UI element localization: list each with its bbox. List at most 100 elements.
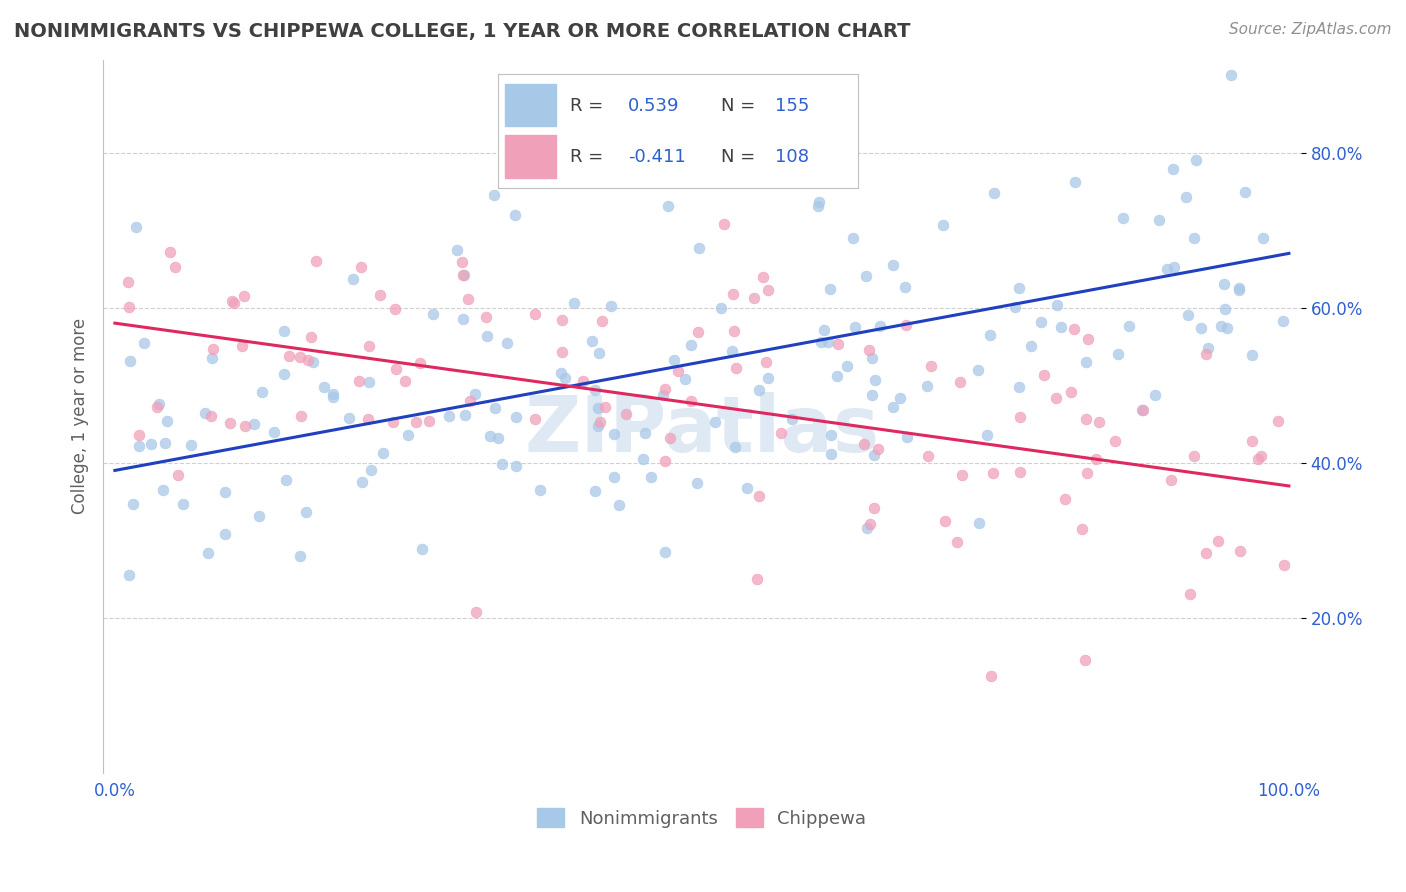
Point — [1250, 449, 1272, 463]
Point — [825, 369, 848, 384]
Point — [496, 336, 519, 351]
Point — [1107, 347, 1129, 361]
Point — [165, 260, 187, 274]
Point — [368, 287, 391, 301]
Point — [117, 275, 139, 289]
Point — [614, 407, 637, 421]
Point — [1077, 332, 1099, 346]
Point — [1161, 161, 1184, 176]
Point — [932, 218, 955, 232]
Point — [550, 344, 572, 359]
Point — [418, 413, 440, 427]
Point — [384, 362, 406, 376]
Point — [484, 401, 506, 415]
Point — [780, 412, 803, 426]
Point — [288, 549, 311, 563]
Point — [1182, 450, 1205, 464]
Point — [314, 380, 336, 394]
Point — [808, 195, 831, 210]
Point — [856, 520, 879, 534]
Point — [201, 351, 224, 365]
Point — [980, 669, 1002, 683]
Point — [550, 313, 572, 327]
Point — [917, 379, 939, 393]
Point — [755, 354, 778, 368]
Point — [1213, 277, 1236, 292]
Point — [118, 568, 141, 582]
Point — [862, 388, 884, 402]
Point — [139, 437, 162, 451]
Point — [194, 406, 217, 420]
Point — [835, 359, 858, 374]
Point — [464, 605, 486, 619]
Point — [529, 483, 551, 498]
Point — [294, 505, 316, 519]
Point — [1241, 348, 1264, 362]
Point — [920, 359, 942, 374]
Point — [453, 268, 475, 282]
Point — [278, 349, 301, 363]
Point — [1132, 403, 1154, 417]
Point — [1046, 298, 1069, 312]
Point — [411, 541, 433, 556]
Y-axis label: College, 1 year or more: College, 1 year or more — [72, 318, 89, 514]
Point — [250, 385, 273, 400]
Point — [591, 314, 613, 328]
Point — [155, 436, 177, 450]
Point — [652, 388, 675, 402]
Point — [290, 409, 312, 423]
Point — [866, 442, 889, 457]
Point — [853, 436, 876, 450]
Point — [159, 244, 181, 259]
Point — [735, 481, 758, 495]
Point — [305, 253, 328, 268]
Point — [710, 301, 733, 315]
Point — [1229, 544, 1251, 558]
Point — [197, 546, 219, 560]
Point — [342, 272, 364, 286]
Point — [128, 439, 150, 453]
Point — [1010, 409, 1032, 424]
Point — [409, 356, 432, 370]
Point — [503, 208, 526, 222]
Point — [231, 338, 253, 352]
Point — [1267, 414, 1289, 428]
Point — [1184, 231, 1206, 245]
Point — [686, 476, 709, 491]
Point — [1045, 391, 1067, 405]
Point — [946, 535, 969, 549]
Point — [657, 199, 679, 213]
Point — [350, 475, 373, 490]
Point — [132, 335, 155, 350]
Point — [1049, 320, 1071, 334]
Legend: Nonimmigrants, Chippewa: Nonimmigrants, Chippewa — [530, 801, 873, 835]
Point — [756, 370, 779, 384]
Point — [1213, 301, 1236, 316]
Point — [405, 415, 427, 429]
Point — [896, 430, 918, 444]
Point — [373, 446, 395, 460]
Point — [602, 470, 624, 484]
Point — [1206, 534, 1229, 549]
Point — [288, 351, 311, 365]
Point — [1070, 522, 1092, 536]
Point — [817, 335, 839, 350]
Point — [1178, 587, 1201, 601]
Point — [813, 323, 835, 337]
Point — [360, 463, 382, 477]
Point — [482, 187, 505, 202]
Point — [654, 545, 676, 559]
Point — [967, 363, 990, 377]
Point — [475, 310, 498, 325]
Point — [603, 427, 626, 442]
Point — [748, 489, 770, 503]
Point — [863, 448, 886, 462]
Point — [322, 391, 344, 405]
Point — [841, 231, 863, 245]
Point — [128, 427, 150, 442]
Point — [1076, 466, 1098, 480]
Point — [631, 451, 654, 466]
Point — [273, 324, 295, 338]
Point — [214, 484, 236, 499]
Point — [844, 319, 866, 334]
